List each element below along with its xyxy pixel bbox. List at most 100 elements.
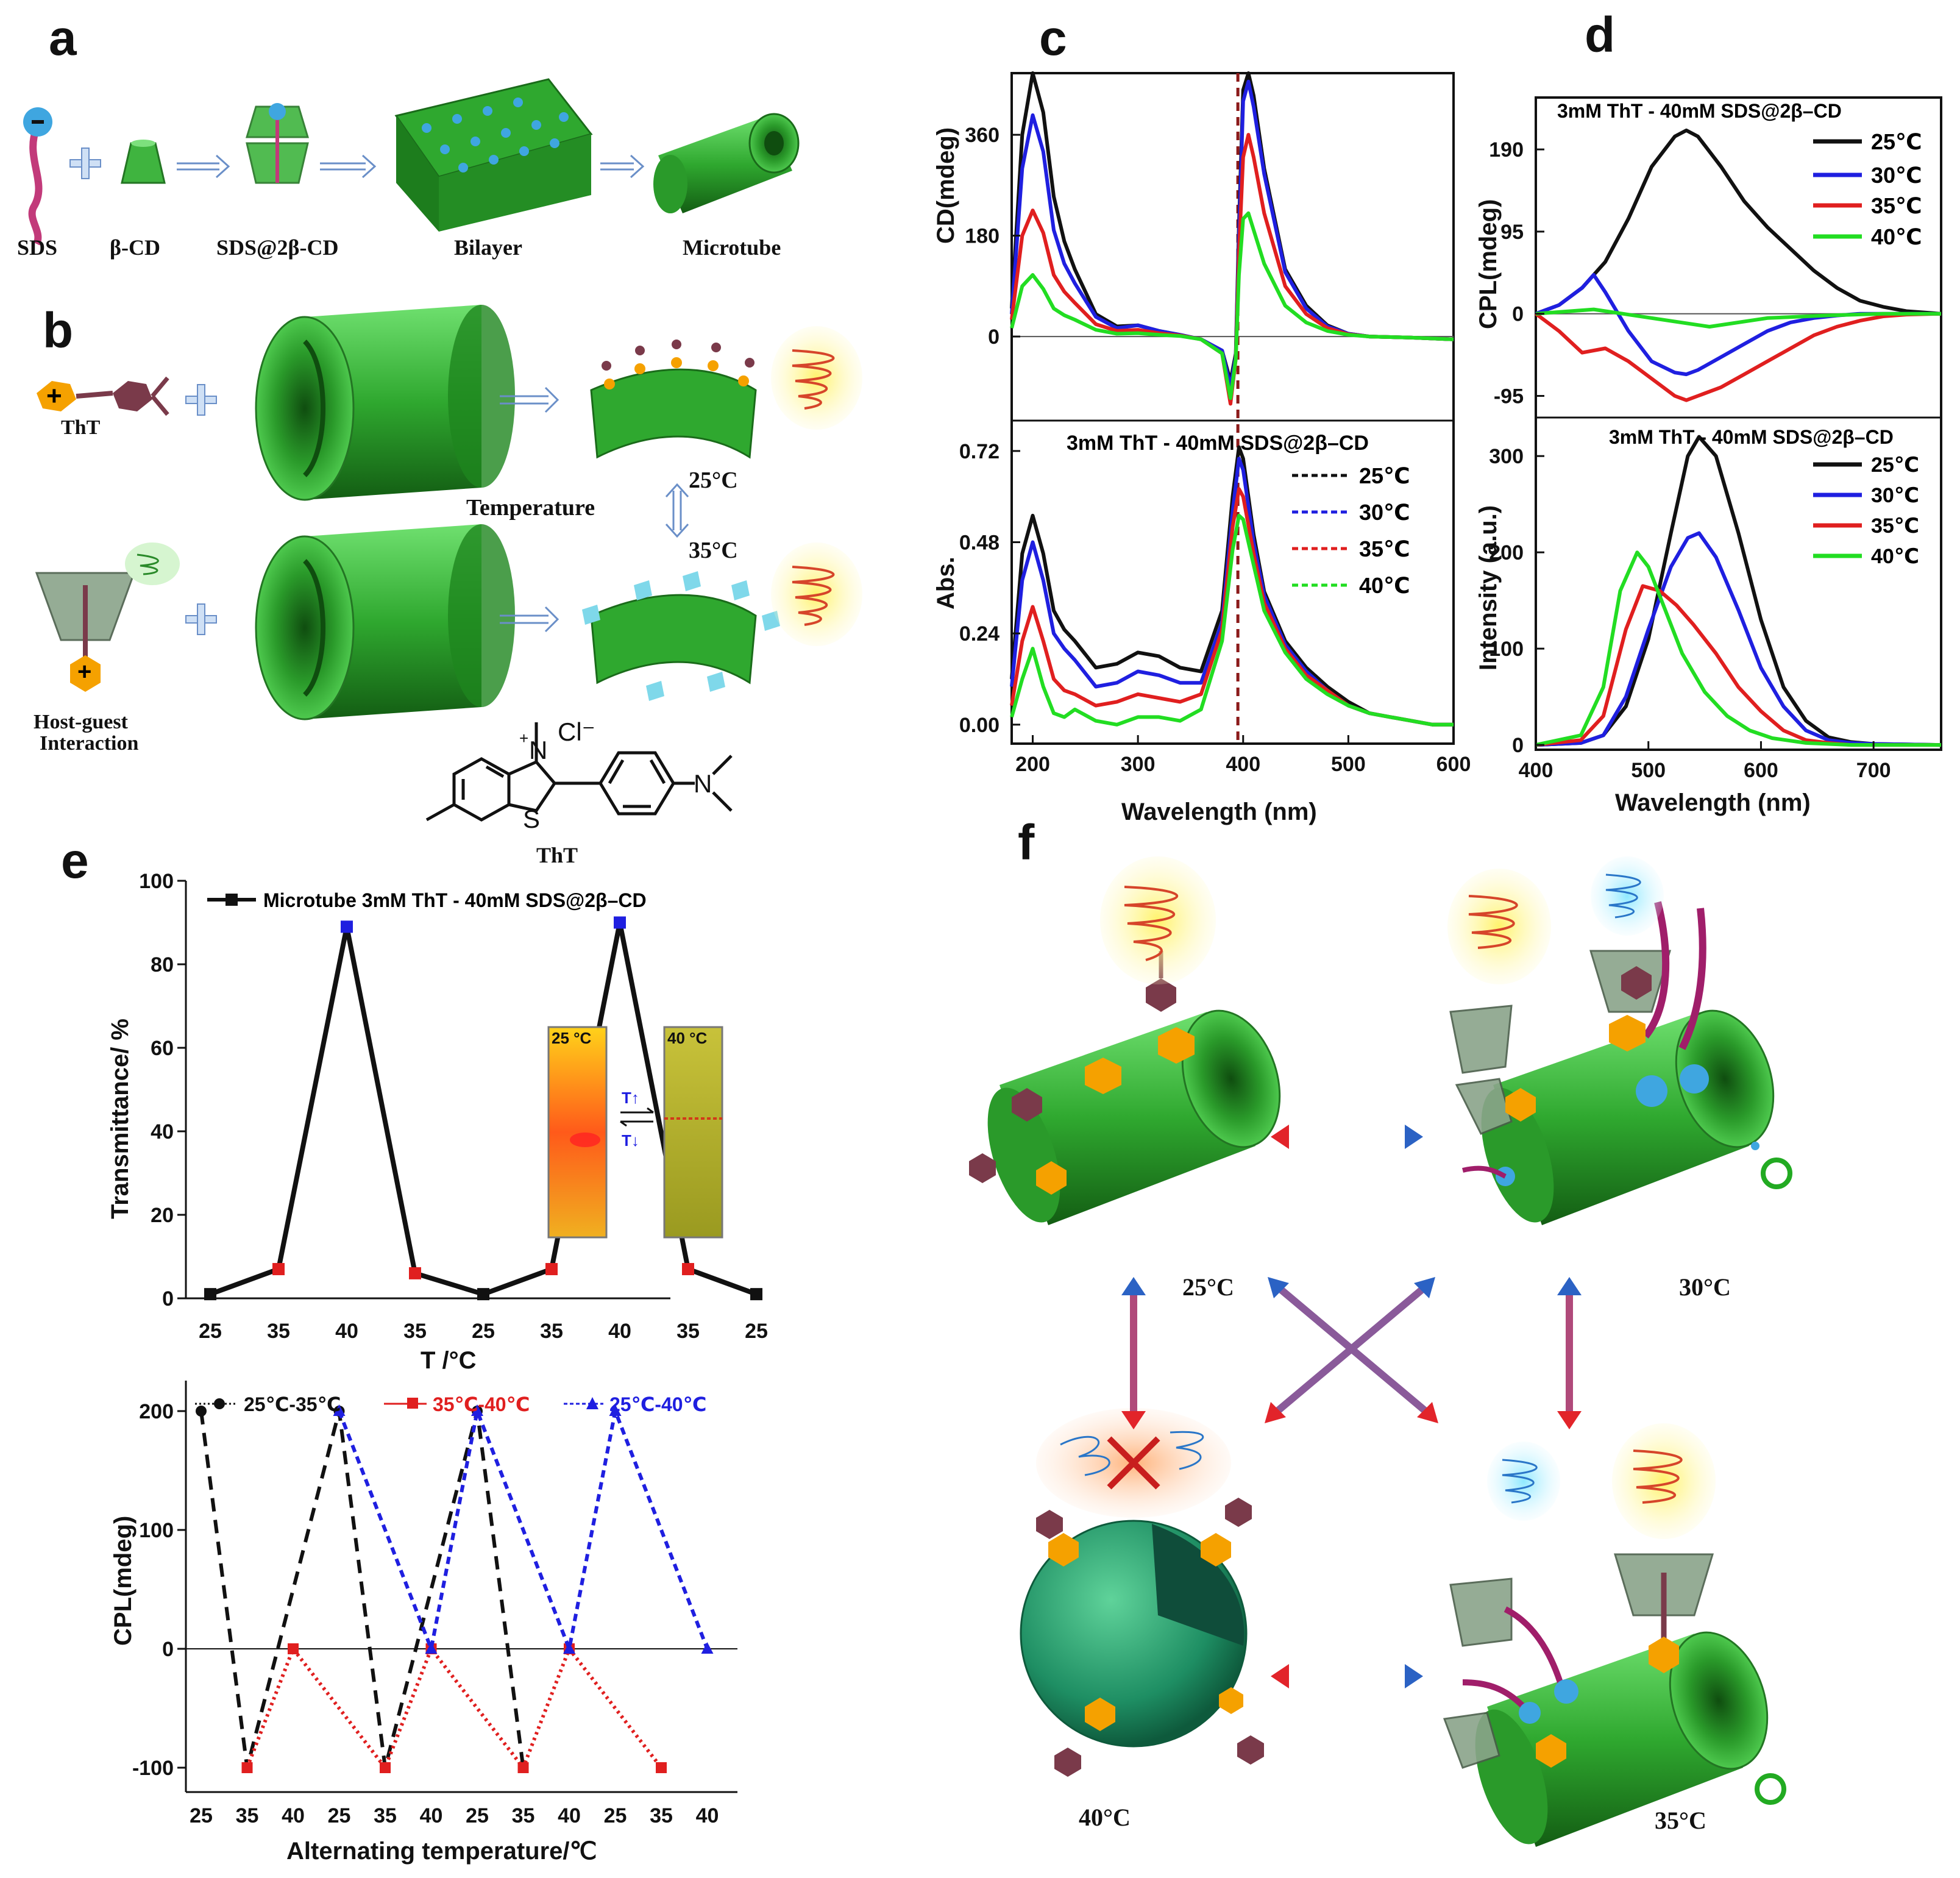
cpl-legend: 25℃ 30℃ 35℃ 40℃ <box>1813 129 1922 249</box>
series-line-4 <box>1535 550 1941 747</box>
legend-label: Microtube 3mM ThT - 40mM SDS@2β–CD <box>263 889 647 911</box>
microtube-icon <box>255 524 515 720</box>
tick-label: 0 <box>988 325 1000 349</box>
tick-label: 200 <box>139 1400 174 1423</box>
arrow-icon <box>177 154 230 179</box>
plus-icon <box>185 384 217 416</box>
intensity-xticks: 400 500 600 700 <box>1519 741 1891 782</box>
data-point <box>614 916 626 929</box>
cpl-alt-line-2 <box>245 1645 663 1772</box>
tick-label: 40 <box>696 1804 719 1827</box>
label-host-guest: Host-guest <box>34 711 129 733</box>
legend-30c: 30℃ <box>1871 163 1922 188</box>
data-point <box>545 1263 558 1276</box>
legend-40c: 40℃ <box>1871 224 1922 249</box>
tick-label: 60 <box>151 1037 174 1060</box>
legend-25c: 25℃ <box>1359 463 1410 488</box>
microtube-icon <box>255 305 515 501</box>
data-point <box>656 1762 667 1773</box>
cpl-alt-xticks: 25 35 40 25 35 40 25 35 40 25 35 40 <box>190 1804 719 1827</box>
cpl-helix-yellow-icon <box>771 542 862 646</box>
abs-series-group <box>1010 445 1454 727</box>
tick-label: 40 <box>558 1804 581 1827</box>
chloride-label: Cl⁻ <box>558 717 595 746</box>
arrow-icon <box>500 606 559 633</box>
cd-series-group <box>1010 71 1454 406</box>
arrow-icon <box>500 386 559 413</box>
label-interaction: Interaction <box>40 732 139 755</box>
data-point <box>609 1404 622 1416</box>
label-30c: 30°C <box>1679 1273 1731 1301</box>
tick-label: 25 <box>190 1804 213 1827</box>
sphere-40c-icon <box>1020 1498 1264 1777</box>
data-point <box>701 1642 714 1654</box>
cpl-alt-yticks: -100 0 100 200 <box>132 1400 186 1780</box>
tick-label: 35 <box>540 1320 563 1343</box>
series-line-1 <box>1535 128 1942 316</box>
beta-cd-icon <box>121 140 166 184</box>
abs-xlabel: Wavelength (nm) <box>1121 799 1317 825</box>
tick-label: 0.72 <box>959 440 1000 463</box>
plot-frame <box>1010 72 1455 745</box>
data-point <box>272 1263 285 1276</box>
intensity-yticks: 0 100 200 300 <box>1489 445 1544 757</box>
tick-label: 25 <box>472 1320 495 1343</box>
cpl-alt-ylabel: CPL(mdeg) <box>110 1516 137 1646</box>
atom-n: N <box>529 736 547 764</box>
label-40c: 40°C <box>1079 1804 1131 1831</box>
transition-arrow-icon <box>1271 1664 1423 1688</box>
tick-label: 35 <box>236 1804 259 1827</box>
tick-label: -95 <box>1494 385 1524 408</box>
label-beta-cd: β-CD <box>110 235 160 260</box>
cpl-alt-line-1 <box>199 1410 525 1768</box>
tick-label: 35 <box>374 1804 397 1827</box>
tick-label: 500 <box>1631 759 1666 782</box>
tick-label: 25 <box>745 1320 768 1343</box>
panel-label-b: b <box>43 303 73 358</box>
tht-molecule-icon: + <box>37 376 169 416</box>
abs-xticks: 200 300 400 500 600 <box>1015 735 1471 776</box>
tick-label: 400 <box>1519 759 1553 782</box>
panel-f-schematic: 25°C 30°C <box>969 856 1792 1847</box>
assembled-tube-tht-icon <box>590 340 757 459</box>
intensity-legend: 25℃ 30℃ 35℃ 40℃ <box>1813 453 1919 568</box>
series-line-2 <box>1535 272 1941 377</box>
vial-25c <box>547 1026 608 1239</box>
equilibrium-arrow-icon <box>620 1120 653 1127</box>
transmittance-legend: Microtube 3mM ThT - 40mM SDS@2β–CD <box>207 889 647 911</box>
label-microtube: Microtube <box>683 235 781 260</box>
legend-35c: 35℃ <box>1871 514 1919 538</box>
tick-label: 0 <box>162 1287 174 1311</box>
data-point <box>409 1267 421 1279</box>
assembled-tube-hostguest-icon <box>582 571 780 701</box>
panel-c-chart: CD(mdeg) 0 180 360 3mM ThT - 40mM SDS@2β–C… <box>932 71 1471 825</box>
series-line-1 <box>1535 435 1942 747</box>
tick-label: 300 <box>1121 753 1156 776</box>
microtube-icon <box>653 113 800 213</box>
series-line-3 <box>1535 584 1941 747</box>
equilibrium-arrow-icon <box>620 1107 654 1114</box>
cpl-alt-xlabel: Alternating temperature/℃ <box>286 1838 597 1865</box>
plot-frame <box>1535 96 1942 751</box>
data-point <box>517 1762 529 1773</box>
label-tht-structure: ThT <box>536 843 578 867</box>
cpl-series-group <box>1535 128 1942 402</box>
tick-label: 35 <box>267 1320 290 1343</box>
legend-35c: 35℃ <box>1871 193 1922 218</box>
tick-label: 35 <box>676 1320 700 1343</box>
label-bilayer: Bilayer <box>454 235 522 260</box>
tick-label: 700 <box>1856 759 1891 782</box>
tick-label: 0 <box>1512 303 1524 326</box>
tick-label: 0.48 <box>959 532 1000 555</box>
data-point <box>241 1762 253 1773</box>
tick-label: 40 <box>420 1804 443 1827</box>
cpl-helix-yellow-icon <box>1100 856 1216 984</box>
atom-n-amine: N <box>694 769 712 798</box>
tick-label: 300 <box>1489 445 1524 468</box>
tick-label: 0 <box>162 1638 174 1661</box>
tick-label: 100 <box>139 1519 174 1542</box>
data-point <box>204 1288 216 1301</box>
tick-label: 180 <box>965 225 1000 248</box>
transmittance-xlabel: T /°C <box>421 1347 477 1374</box>
